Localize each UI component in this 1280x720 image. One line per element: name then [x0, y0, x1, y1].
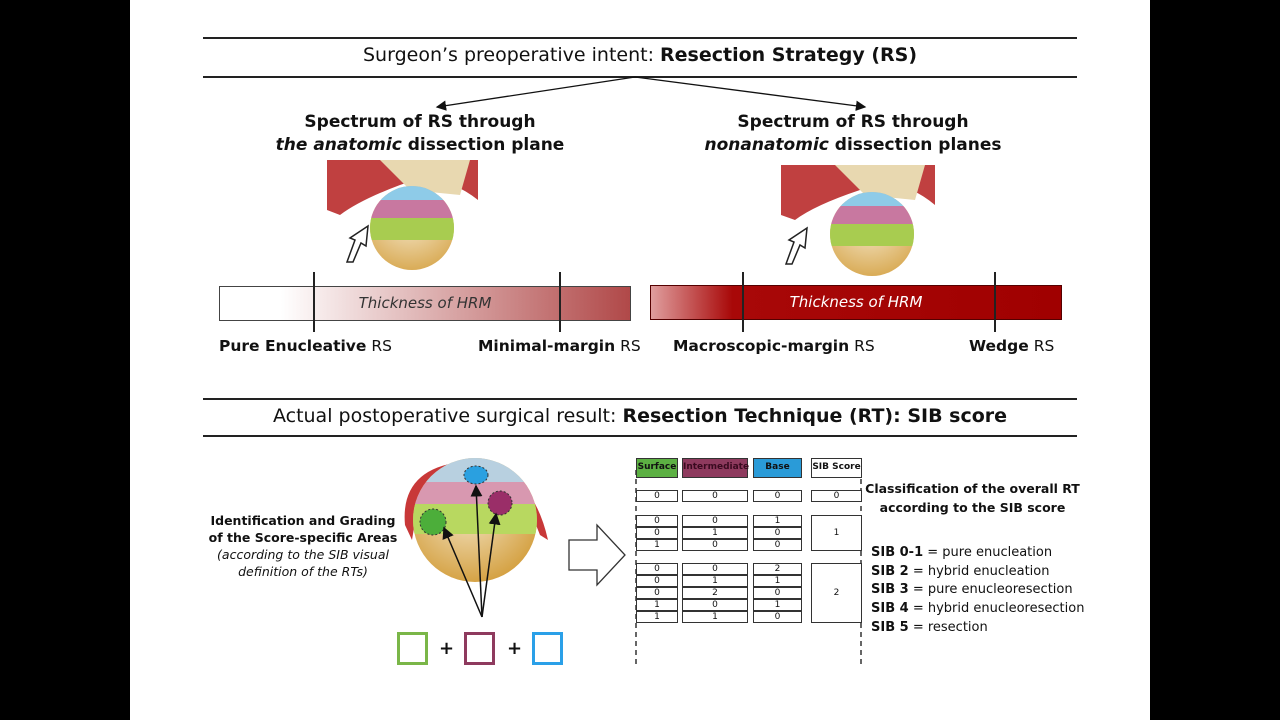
table-cell: 1 — [753, 599, 802, 611]
table-cell: 0 — [636, 490, 678, 502]
rt-title: Actual postoperative surgical result: Re… — [272, 405, 1008, 427]
divider — [203, 435, 1077, 437]
table-cell: 0 — [636, 575, 678, 587]
bar-label-right: Thickness of HRM — [650, 285, 1062, 320]
surface-score-box — [397, 632, 428, 665]
right-arrow-icon — [568, 523, 626, 587]
sib-score-cell: 2 — [811, 563, 862, 623]
table-cell: 0 — [753, 539, 802, 551]
divider — [203, 37, 1077, 39]
table-header: Base — [753, 458, 802, 478]
table-header: Surface — [636, 458, 678, 478]
table-cell: 0 — [636, 563, 678, 575]
table-cell: 0 — [753, 587, 802, 599]
rs-title: Surgeon’s preoperative intent: Resection… — [362, 44, 918, 66]
table-cell: 0 — [682, 515, 748, 527]
table-cell: 0 — [753, 527, 802, 539]
table-cell: 0 — [636, 515, 678, 527]
sib-class-item: SIB 4 = hybrid enucleoresection — [871, 601, 1084, 616]
label-wedge: Wedge RS — [969, 337, 1055, 355]
label-macroscopic-margin: Macroscopic-margin RS — [673, 337, 875, 355]
sib-class-item: SIB 0-1 = pure enucleation — [871, 545, 1052, 560]
sib-meaning: = hybrid enucleation — [908, 563, 1050, 579]
sib-score-cell: 1 — [811, 515, 862, 551]
table-cell: 2 — [682, 587, 748, 599]
sib-range: SIB 3 — [871, 582, 909, 598]
table-cell: 0 — [682, 563, 748, 575]
sib-range: SIB 0-1 — [871, 545, 924, 560]
kidney-image-right — [781, 165, 935, 276]
table-cell: 1 — [753, 515, 802, 527]
table-cell: 2 — [753, 563, 802, 575]
sib-class-item: SIB 5 = resection — [871, 620, 988, 635]
table-cell: 1 — [636, 599, 678, 611]
table-cell: 1 — [682, 527, 748, 539]
sib-range: SIB 2 — [871, 563, 909, 579]
thickness-bar-left — [219, 286, 631, 320]
table-cell: 0 — [753, 490, 802, 502]
left-heading: Spectrum of RS through the anatomic disse… — [275, 112, 565, 155]
table-cell: 1 — [682, 611, 748, 623]
table-cell: 1 — [753, 575, 802, 587]
base-score-box — [532, 632, 563, 665]
sib-meaning: = resection — [908, 619, 988, 635]
table-cell: 0 — [636, 587, 678, 599]
table-cell: 1 — [682, 575, 748, 587]
table-cell: 0 — [682, 490, 748, 502]
table-cell: 0 — [682, 539, 748, 551]
sib-meaning: = pure enucleoresection — [908, 582, 1073, 598]
table-cell: 0 — [753, 611, 802, 623]
table-header: SIB Score — [811, 458, 862, 478]
label-minimal-margin: Minimal-margin RS — [478, 337, 641, 355]
plus-sign: + — [439, 638, 455, 659]
table-cell: 0 — [682, 599, 748, 611]
sib-range: SIB 5 — [871, 619, 909, 635]
right-heading: Spectrum of RS through nonanatomic dissec… — [704, 112, 1002, 155]
intermediate-score-box — [464, 632, 495, 665]
table-cell: 0 — [636, 527, 678, 539]
table-cell: 1 — [636, 611, 678, 623]
bar-label-left: Thickness of HRM — [219, 286, 631, 321]
classification-heading: Classification of the overall RT accordin… — [865, 481, 1080, 515]
kidney-image-bottom — [404, 458, 548, 618]
table-header: Intermediate — [682, 458, 749, 478]
identification-text: Identification and Grading of the Score-… — [208, 513, 398, 579]
divider — [203, 76, 1077, 78]
plus-sign: + — [507, 638, 523, 659]
kidney-image-left — [327, 160, 478, 270]
table-cell: 1 — [636, 539, 678, 551]
label-pure-enucleative: Pure Enucleative RS — [219, 337, 392, 355]
sib-range: SIB 4 — [871, 601, 909, 617]
sib-meaning: = hybrid enucleoresection — [908, 601, 1085, 617]
sib-class-item: SIB 3 = pure enucleoresection — [871, 582, 1073, 597]
divider — [203, 398, 1077, 400]
thickness-bar-right — [650, 285, 1062, 319]
sib-meaning: = pure enucleation — [923, 545, 1053, 560]
sib-score-cell: 0 — [811, 490, 862, 502]
sib-class-item: SIB 2 = hybrid enucleation — [871, 564, 1049, 579]
